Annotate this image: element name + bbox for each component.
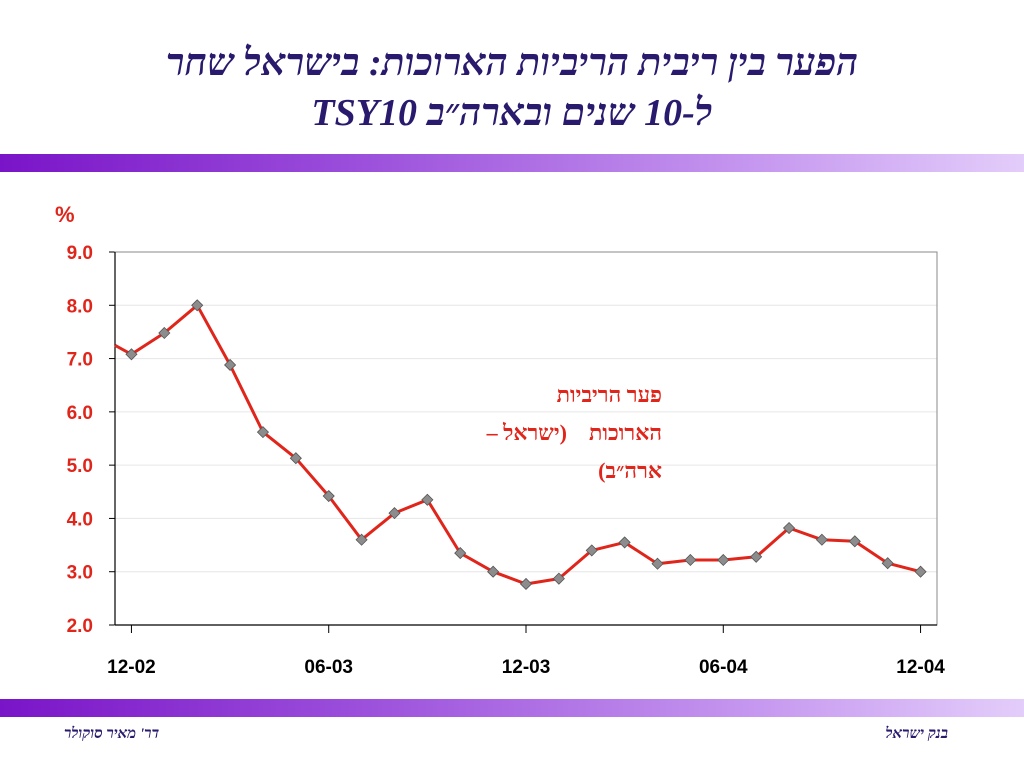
data-point bbox=[782, 521, 796, 535]
y-tick-label: 9.0 bbox=[67, 243, 93, 264]
y-tick-label: 3.0 bbox=[67, 563, 93, 584]
slide-title: הפער בין ריבית הריביות הארוכות: בישראל ש… bbox=[0, 38, 1024, 138]
data-point bbox=[881, 557, 894, 570]
x-tick-label: 06-03 bbox=[304, 657, 353, 678]
data-point bbox=[224, 358, 237, 372]
footer-organization: בנק ישראל bbox=[885, 726, 948, 742]
data-point bbox=[322, 489, 335, 503]
data-point bbox=[125, 348, 138, 361]
data-point bbox=[815, 533, 828, 546]
title-line-2: ל-10 שנים ובארה״ב TSY10 bbox=[311, 92, 713, 134]
series-line bbox=[114, 303, 921, 586]
data-point bbox=[684, 553, 697, 567]
data-point bbox=[158, 326, 171, 340]
data-point bbox=[519, 577, 533, 591]
data-point bbox=[487, 565, 500, 578]
data-point bbox=[750, 550, 763, 563]
data-point bbox=[585, 544, 598, 557]
annotation-line-2: הארוכות (ישראל – bbox=[486, 420, 662, 445]
x-tick-label: 12-02 bbox=[107, 657, 156, 678]
x-tick-label: 12-03 bbox=[502, 657, 551, 678]
y-tick-label: 7.0 bbox=[67, 350, 93, 371]
y-tick-label: 2.0 bbox=[67, 616, 93, 637]
y-tick-label: 6.0 bbox=[67, 403, 93, 424]
top-divider-band bbox=[0, 154, 1024, 172]
data-point bbox=[848, 535, 861, 548]
y-tick-label: 5.0 bbox=[67, 456, 93, 477]
axes bbox=[109, 251, 938, 633]
y-tick-labels: 2.0 3.0 4.0 5.0 6.0 7.0 8.0 9.0 bbox=[67, 243, 93, 637]
data-point bbox=[914, 565, 927, 578]
y-axis-unit: % bbox=[55, 202, 75, 227]
y-tick-label: 4.0 bbox=[67, 509, 93, 530]
data-point bbox=[256, 426, 270, 439]
data-point bbox=[618, 536, 631, 549]
line-chart: 2.0 3.0 4.0 5.0 6.0 7.0 8.0 9.0 12-02 06-03 12-03… bbox=[55, 202, 945, 678]
chart-annotation: פער הריביות הארוכות (ישראל – ארה״ב) bbox=[342, 376, 662, 490]
y-tick-label: 8.0 bbox=[67, 296, 93, 317]
data-point bbox=[454, 546, 467, 560]
footer-author: דר' מאיר סוקולר bbox=[64, 726, 160, 742]
title-line-1: הפער בין ריבית הריביות הארוכות: בישראל ש… bbox=[165, 42, 859, 84]
data-point bbox=[355, 533, 368, 546]
x-tick-labels: 12-02 06-03 12-03 06-04 12-04 bbox=[107, 657, 945, 678]
bottom-divider-band bbox=[0, 699, 1024, 717]
x-tick-label: 12-04 bbox=[896, 657, 945, 678]
data-point bbox=[191, 299, 204, 312]
data-point bbox=[421, 493, 434, 506]
data-point bbox=[552, 572, 565, 585]
x-tick-label: 06-04 bbox=[699, 657, 748, 678]
data-point bbox=[717, 553, 730, 567]
data-point bbox=[388, 507, 401, 520]
data-point bbox=[651, 557, 664, 570]
annotation-line-1: פער הריביות bbox=[556, 382, 662, 407]
series-layer bbox=[114, 299, 927, 591]
data-point bbox=[289, 452, 302, 465]
annotation-line-3: ארה״ב) bbox=[598, 458, 662, 483]
